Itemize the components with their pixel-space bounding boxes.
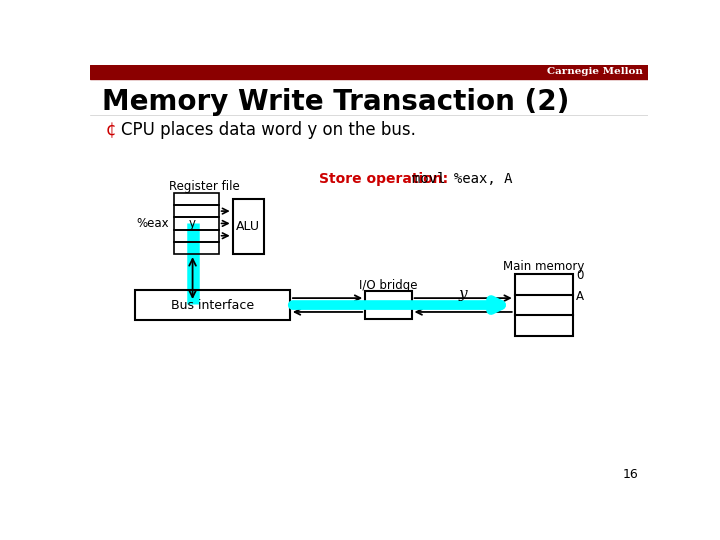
Text: 0: 0 [576, 269, 583, 282]
Text: ALU: ALU [236, 220, 260, 233]
Bar [515, 274, 573, 336]
Text: y: y [459, 287, 467, 301]
Text: y: y [189, 217, 196, 230]
Bar [174, 217, 219, 230]
Bar [233, 199, 264, 254]
Bar [90, 65, 648, 79]
Bar [174, 205, 219, 217]
Text: Main memory: Main memory [503, 260, 585, 273]
Text: I/O bridge: I/O bridge [359, 279, 418, 292]
Bar [365, 291, 412, 319]
Text: Memory Write Transaction (2): Memory Write Transaction (2) [102, 88, 569, 116]
Text: A: A [576, 290, 584, 303]
Text: Bus interface: Bus interface [171, 299, 254, 312]
Text: 16: 16 [623, 468, 639, 481]
Text: Register file: Register file [169, 180, 240, 193]
Text: CPU places data word y on the bus.: CPU places data word y on the bus. [121, 122, 416, 139]
Bar [174, 242, 219, 254]
Text: Carnegie Mellon: Carnegie Mellon [547, 68, 644, 76]
Bar [174, 193, 219, 205]
Bar [174, 230, 219, 242]
Text: ¢: ¢ [106, 122, 116, 139]
Text: movl %eax, A: movl %eax, A [412, 172, 512, 186]
Bar [135, 289, 290, 320]
Text: Store operation:: Store operation: [319, 172, 448, 186]
Text: %eax: %eax [136, 217, 169, 230]
